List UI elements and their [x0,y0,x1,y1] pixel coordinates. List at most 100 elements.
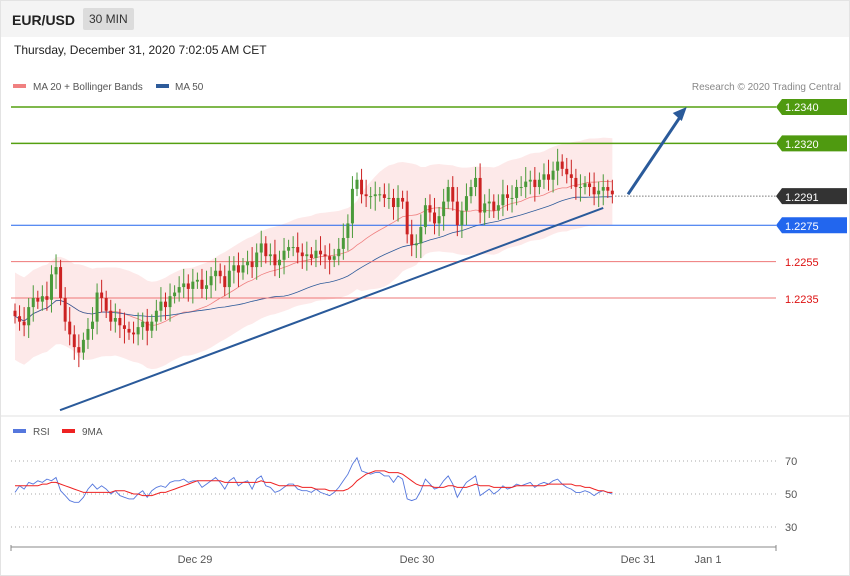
candle-body [22,321,26,326]
candle [405,190,409,244]
candle [159,287,163,322]
candle [182,268,186,298]
candle-body [337,248,341,257]
candle-body [122,325,126,329]
candle [341,223,345,260]
rsi-legend-swatch [13,429,26,433]
candle-body [478,177,482,213]
candle-body [182,283,186,288]
candle-body [460,210,464,226]
candle [560,154,564,177]
candle-body [414,243,418,246]
candle [510,185,514,213]
candle-body [547,174,551,180]
candle [578,174,582,202]
candle [100,279,104,313]
candle [273,239,277,277]
candle-body [364,194,368,197]
rsi-9ma-line [15,470,613,497]
candle-body [232,265,236,271]
timeframe-button[interactable]: 30 MIN [83,8,134,30]
candle-body [391,197,395,208]
candle [565,157,569,184]
candle-body [474,177,478,188]
candle [259,230,263,268]
candle [287,239,291,258]
candle [122,312,126,344]
x-tick-jan1: Jan 1 [695,554,722,566]
candle-body [469,187,473,197]
bollinger-bands [14,137,613,370]
candle-body [332,256,336,260]
candle-body [597,190,601,195]
rsi-tick-70: 70 [785,456,797,468]
candle-body [610,190,614,195]
candle [588,172,592,197]
candle-body [396,197,400,208]
candle-body [268,254,272,257]
candle-body [378,194,382,196]
candle-body [118,318,122,326]
candle [68,307,72,346]
candle [355,172,359,197]
candle-body [433,212,437,224]
candle [250,247,254,278]
support-label-1.2235: 1.2235 [785,294,819,306]
candle [241,257,245,280]
candle-body [141,321,145,328]
candle-body [565,168,569,175]
candle [337,237,341,266]
candle [442,188,446,231]
candle [36,290,40,309]
candle-body [524,181,528,188]
candle-body [168,296,172,308]
candle-body [423,205,427,228]
candle [332,248,336,268]
research-credit: Research © 2020 Trading Central [692,82,841,93]
candle [524,167,528,198]
candle [255,243,259,280]
uptrend-line [59,207,604,412]
ma50-legend-swatch [156,84,169,88]
candle-body [113,318,117,322]
candle [487,188,491,218]
candle [154,299,158,331]
candle [59,259,63,306]
candle [136,312,140,346]
price-tag-label: 1.2291 [785,192,819,204]
candle [49,265,53,313]
candle [150,314,154,339]
price-tag-label: 1.2320 [785,139,819,151]
candle [45,281,49,311]
candle-body [606,187,610,191]
candle [606,179,610,198]
candle [72,325,76,360]
candle-body [446,187,450,202]
candle [246,250,250,275]
candle-body [328,256,332,260]
candle [428,194,432,222]
candle-body [27,307,31,326]
candle [186,274,190,302]
candle [54,254,58,289]
candle [118,308,122,339]
price-levels [11,106,776,299]
candle-body [59,267,63,298]
candle-body [255,252,259,268]
candle-body [560,161,564,169]
candle-body [91,321,95,329]
candle [168,283,172,322]
candle [127,321,131,340]
candle [583,176,587,195]
rsi-ma-legend-label: 9MA [82,427,103,438]
price-tag-1.2275: 1.2275 [776,217,847,234]
candle-body [40,296,44,302]
candle [478,163,482,224]
candle [364,179,368,208]
candle [319,236,323,266]
candle-body [373,194,377,197]
candle [81,332,85,360]
ma50-line [14,196,613,322]
candle-body [401,197,405,202]
candle-body [218,270,222,277]
